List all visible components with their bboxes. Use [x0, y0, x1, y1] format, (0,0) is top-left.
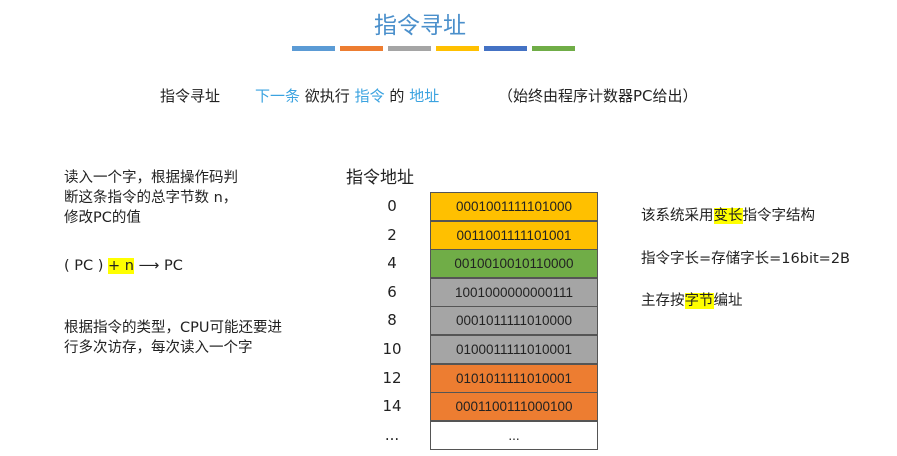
address-label: 4	[387, 254, 397, 273]
definition-instruction: 指令	[354, 87, 385, 105]
text-line: 修改PC的值	[64, 210, 141, 226]
arrow-icon: ⟶	[138, 258, 160, 274]
memory-access-paragraph: 根据指令的类型，CPU可能还要进 行多次访存，每次读入一个字	[64, 318, 282, 358]
definition-term: 指令寻址	[160, 87, 221, 105]
definition-next: 下一条	[255, 87, 301, 105]
address-label: ...	[384, 425, 400, 444]
definition-note: （始终由程序计数器PC给出）	[498, 87, 698, 105]
highlight-byte: 字节	[684, 293, 714, 309]
title-color-bar	[484, 46, 527, 51]
address-label: 10	[382, 340, 402, 358]
word-length-note: 指令字长=存储字长=16bit=2B	[641, 251, 850, 267]
address-label: 0	[387, 197, 397, 215]
definition-text: 下一条 欲执行 指令 的 地址	[255, 85, 439, 106]
memory-cell: 0101011111010001	[430, 363, 598, 393]
formula-result: PC	[163, 258, 183, 274]
highlight-variable-length: 变长	[713, 208, 743, 224]
definition-address: 地址	[409, 87, 440, 105]
title-color-bar	[532, 46, 575, 51]
address-label: 2	[387, 225, 397, 244]
memory-cell: 0011001111101001	[430, 220, 598, 250]
text-line: 断这条指令的总字节数 n，	[64, 190, 238, 206]
memory-cell: ...	[430, 420, 598, 450]
address-label: 8	[387, 311, 397, 330]
memory-cell: 0100011111010001	[430, 335, 598, 364]
pc-formula: ( PC ) + n ⟶ PC	[64, 256, 183, 276]
text: 编址	[713, 293, 743, 309]
title-color-bar	[388, 46, 431, 51]
title-color-bar	[340, 46, 383, 51]
formula-pc: ( PC )	[64, 258, 104, 274]
memory-cell: 0010010010110000	[430, 249, 598, 279]
title-color-bar	[292, 46, 335, 51]
formula-plus-n: + n	[108, 258, 134, 274]
text-line: 根据指令的类型，CPU可能还要进	[64, 320, 282, 336]
text: 主存按	[641, 293, 685, 309]
memory-cell: 0001011111010000	[430, 306, 598, 336]
address-label: 12	[382, 368, 402, 387]
definition-of: 的	[389, 87, 405, 105]
address-label: 6	[387, 282, 397, 301]
memory-cell: 0001100111000100	[430, 392, 598, 422]
definition-execute: 欲执行	[304, 87, 350, 105]
memory-cell: 0001001111101000	[430, 192, 598, 221]
address-label: 14	[382, 397, 402, 416]
text-line: 读入一个字，根据操作码判	[64, 170, 238, 186]
title-color-bar	[436, 46, 479, 51]
slide-title: 指令寻址	[374, 13, 466, 39]
byte-addressing-note: 主存按字节编址	[641, 289, 743, 310]
text: 该系统采用	[641, 208, 714, 224]
read-word-paragraph: 读入一个字，根据操作码判 断这条指令的总字节数 n， 修改PC的值	[64, 168, 238, 228]
variable-length-note: 该系统采用变长指令字结构	[641, 204, 815, 225]
text: 指令字结构	[742, 208, 816, 224]
text-line: 行多次访存，每次读入一个字	[64, 340, 253, 356]
memory-cell: 1001000000000111	[430, 277, 598, 307]
address-header: 指令地址	[346, 168, 414, 188]
